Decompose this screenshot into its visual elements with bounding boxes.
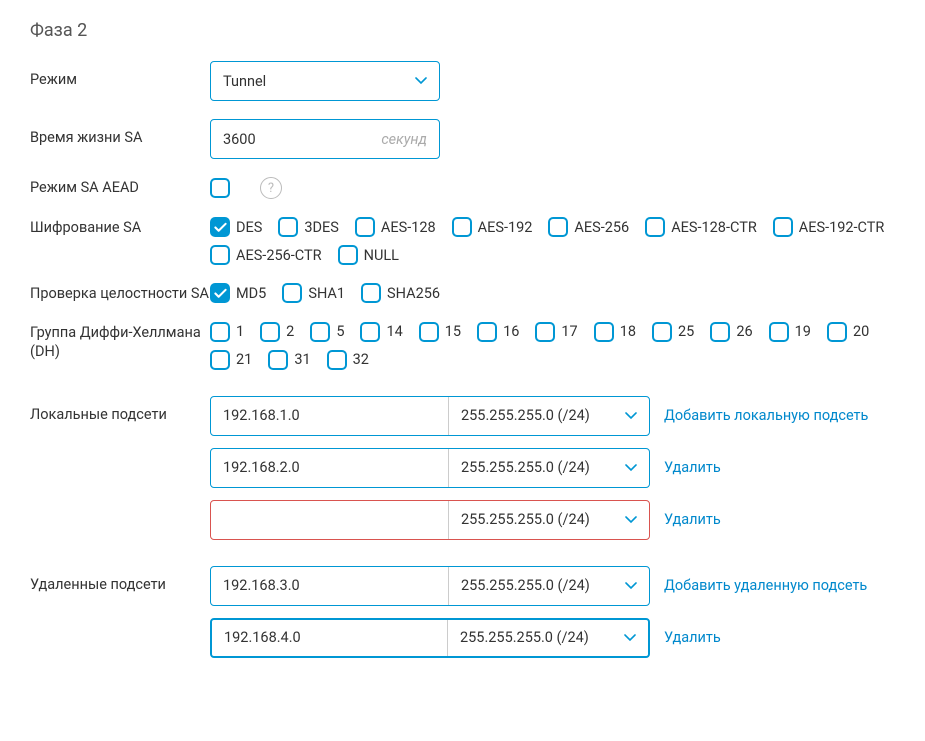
mode-select[interactable]: Tunnel [210, 61, 440, 101]
dh-checkbox-18[interactable]: 18 [594, 322, 636, 342]
sa-aead-label: Режим SA AEAD [30, 177, 210, 198]
encryption-label: DES [236, 219, 262, 236]
dh-label: 31 [294, 351, 310, 368]
encryption-checkbox-aes-256[interactable]: AES-256 [548, 217, 629, 237]
dh-label: 14 [386, 323, 402, 340]
chevron-down-icon [625, 410, 637, 422]
dh-label: 19 [795, 323, 811, 340]
dh-label: 25 [678, 323, 694, 340]
dh-label: 21 [236, 351, 252, 368]
integrity-label: SHA256 [387, 285, 440, 302]
local-add-button[interactable]: Добавить локальную подсеть [664, 407, 868, 424]
dh-label: 2 [286, 323, 294, 340]
remote-add-button[interactable]: Добавить удаленную подсеть [664, 577, 867, 594]
integrity-label: MD5 [236, 285, 266, 302]
local-subnet-mask-select[interactable]: 255.255.255.0 (/24) [449, 449, 649, 487]
local-delete-button[interactable]: Удалить [664, 511, 721, 528]
integrity-checkbox-md5[interactable]: MD5 [210, 283, 266, 303]
mode-label: Режим [30, 61, 210, 90]
local-subnet-ip-input[interactable]: 192.168.1.0 [211, 397, 449, 435]
dh-checkbox-20[interactable]: 20 [827, 322, 869, 342]
integrity-checkbox-sha256[interactable]: SHA256 [361, 283, 440, 303]
remote-subnets-label: Удаленные подсети [30, 566, 210, 595]
sa-lifetime-input[interactable]: 3600 секунд [210, 119, 440, 159]
remote-subnet-ip-input[interactable]: 192.168.4.0 [212, 620, 448, 656]
sa-aead-checkbox[interactable] [210, 178, 236, 198]
local-subnet-group: 192.168.1.0255.255.255.0 (/24) [210, 396, 650, 436]
chevron-down-icon [625, 462, 637, 474]
dh-label: 5 [336, 323, 344, 340]
encryption-checkbox-aes-256-ctr[interactable]: AES-256-CTR [210, 245, 322, 265]
encryption-checkbox-3des[interactable]: 3DES [278, 217, 339, 237]
sa-encryption-label: Шифрование SA [30, 217, 210, 238]
local-subnet-ip-input[interactable] [211, 501, 449, 539]
sa-lifetime-suffix: секунд [381, 131, 427, 148]
encryption-checkbox-aes-192[interactable]: AES-192 [452, 217, 533, 237]
local-subnet-mask-select[interactable]: 255.255.255.0 (/24) [449, 501, 649, 539]
local-subnet-ip-input[interactable]: 192.168.2.0 [211, 449, 449, 487]
encryption-checkbox-null[interactable]: NULL [338, 245, 399, 265]
local-subnet-group: 255.255.255.0 (/24) [210, 500, 650, 540]
dh-label: 32 [353, 351, 369, 368]
chevron-down-icon [624, 632, 636, 644]
local-delete-button[interactable]: Удалить [664, 459, 721, 476]
dh-label: 17 [561, 323, 577, 340]
dh-label: 20 [853, 323, 869, 340]
dh-checkbox-25[interactable]: 25 [652, 322, 694, 342]
dh-checkbox-17[interactable]: 17 [535, 322, 577, 342]
remote-subnet-mask-select[interactable]: 255.255.255.0 (/24) [448, 620, 648, 656]
help-icon[interactable]: ? [260, 177, 282, 199]
local-subnet-mask-select[interactable]: 255.255.255.0 (/24) [449, 397, 649, 435]
remote-subnet-group: 192.168.3.0255.255.255.0 (/24) [210, 566, 650, 606]
encryption-checkbox-des[interactable]: DES [210, 217, 262, 237]
encryption-label: AES-256 [574, 219, 629, 236]
sa-lifetime-label: Время жизни SA [30, 119, 210, 148]
remote-delete-button[interactable]: Удалить [664, 629, 721, 646]
dh-checkbox-14[interactable]: 14 [360, 322, 402, 342]
dh-group-label: Группа Диффи-Хеллмана (DH) [30, 322, 210, 362]
dh-checkbox-21[interactable]: 21 [210, 350, 252, 370]
chevron-down-icon [415, 75, 427, 87]
dh-label: 1 [236, 323, 244, 340]
dh-label: 18 [620, 323, 636, 340]
dh-checkbox-15[interactable]: 15 [419, 322, 461, 342]
encryption-label: NULL [364, 247, 399, 264]
chevron-down-icon [625, 514, 637, 526]
dh-checkbox-2[interactable]: 2 [260, 322, 294, 342]
mode-value: Tunnel [223, 73, 266, 90]
remote-subnet-mask-select[interactable]: 255.255.255.0 (/24) [449, 567, 649, 605]
dh-checkbox-26[interactable]: 26 [710, 322, 752, 342]
dh-checkbox-5[interactable]: 5 [310, 322, 344, 342]
dh-checkbox-31[interactable]: 31 [268, 350, 310, 370]
encryption-label: AES-192 [478, 219, 533, 236]
local-subnet-group: 192.168.2.0255.255.255.0 (/24) [210, 448, 650, 488]
dh-checkbox-32[interactable]: 32 [327, 350, 369, 370]
remote-subnet-ip-input[interactable]: 192.168.3.0 [211, 567, 449, 605]
integrity-label: SHA1 [308, 285, 345, 302]
encryption-label: AES-256-CTR [236, 247, 322, 264]
encryption-label: 3DES [304, 219, 339, 236]
section-title: Фаза 2 [30, 20, 895, 41]
dh-checkbox-19[interactable]: 19 [769, 322, 811, 342]
remote-subnet-group: 192.168.4.0255.255.255.0 (/24) [210, 618, 650, 658]
encryption-label: AES-128-CTR [671, 219, 757, 236]
encryption-checkbox-aes-128[interactable]: AES-128 [355, 217, 436, 237]
dh-label: 26 [736, 323, 752, 340]
sa-integrity-label: Проверка целостности SA [30, 283, 210, 304]
encryption-checkbox-aes-192-ctr[interactable]: AES-192-CTR [773, 217, 885, 237]
sa-lifetime-value: 3600 [223, 131, 381, 148]
local-subnets-label: Локальные подсети [30, 396, 210, 425]
dh-checkbox-16[interactable]: 16 [477, 322, 519, 342]
encryption-label: AES-192-CTR [799, 219, 885, 236]
encryption-checkbox-aes-128-ctr[interactable]: AES-128-CTR [645, 217, 757, 237]
chevron-down-icon [625, 580, 637, 592]
dh-label: 15 [445, 323, 461, 340]
encryption-label: AES-128 [381, 219, 436, 236]
dh-checkbox-1[interactable]: 1 [210, 322, 244, 342]
integrity-checkbox-sha1[interactable]: SHA1 [282, 283, 345, 303]
dh-label: 16 [503, 323, 519, 340]
